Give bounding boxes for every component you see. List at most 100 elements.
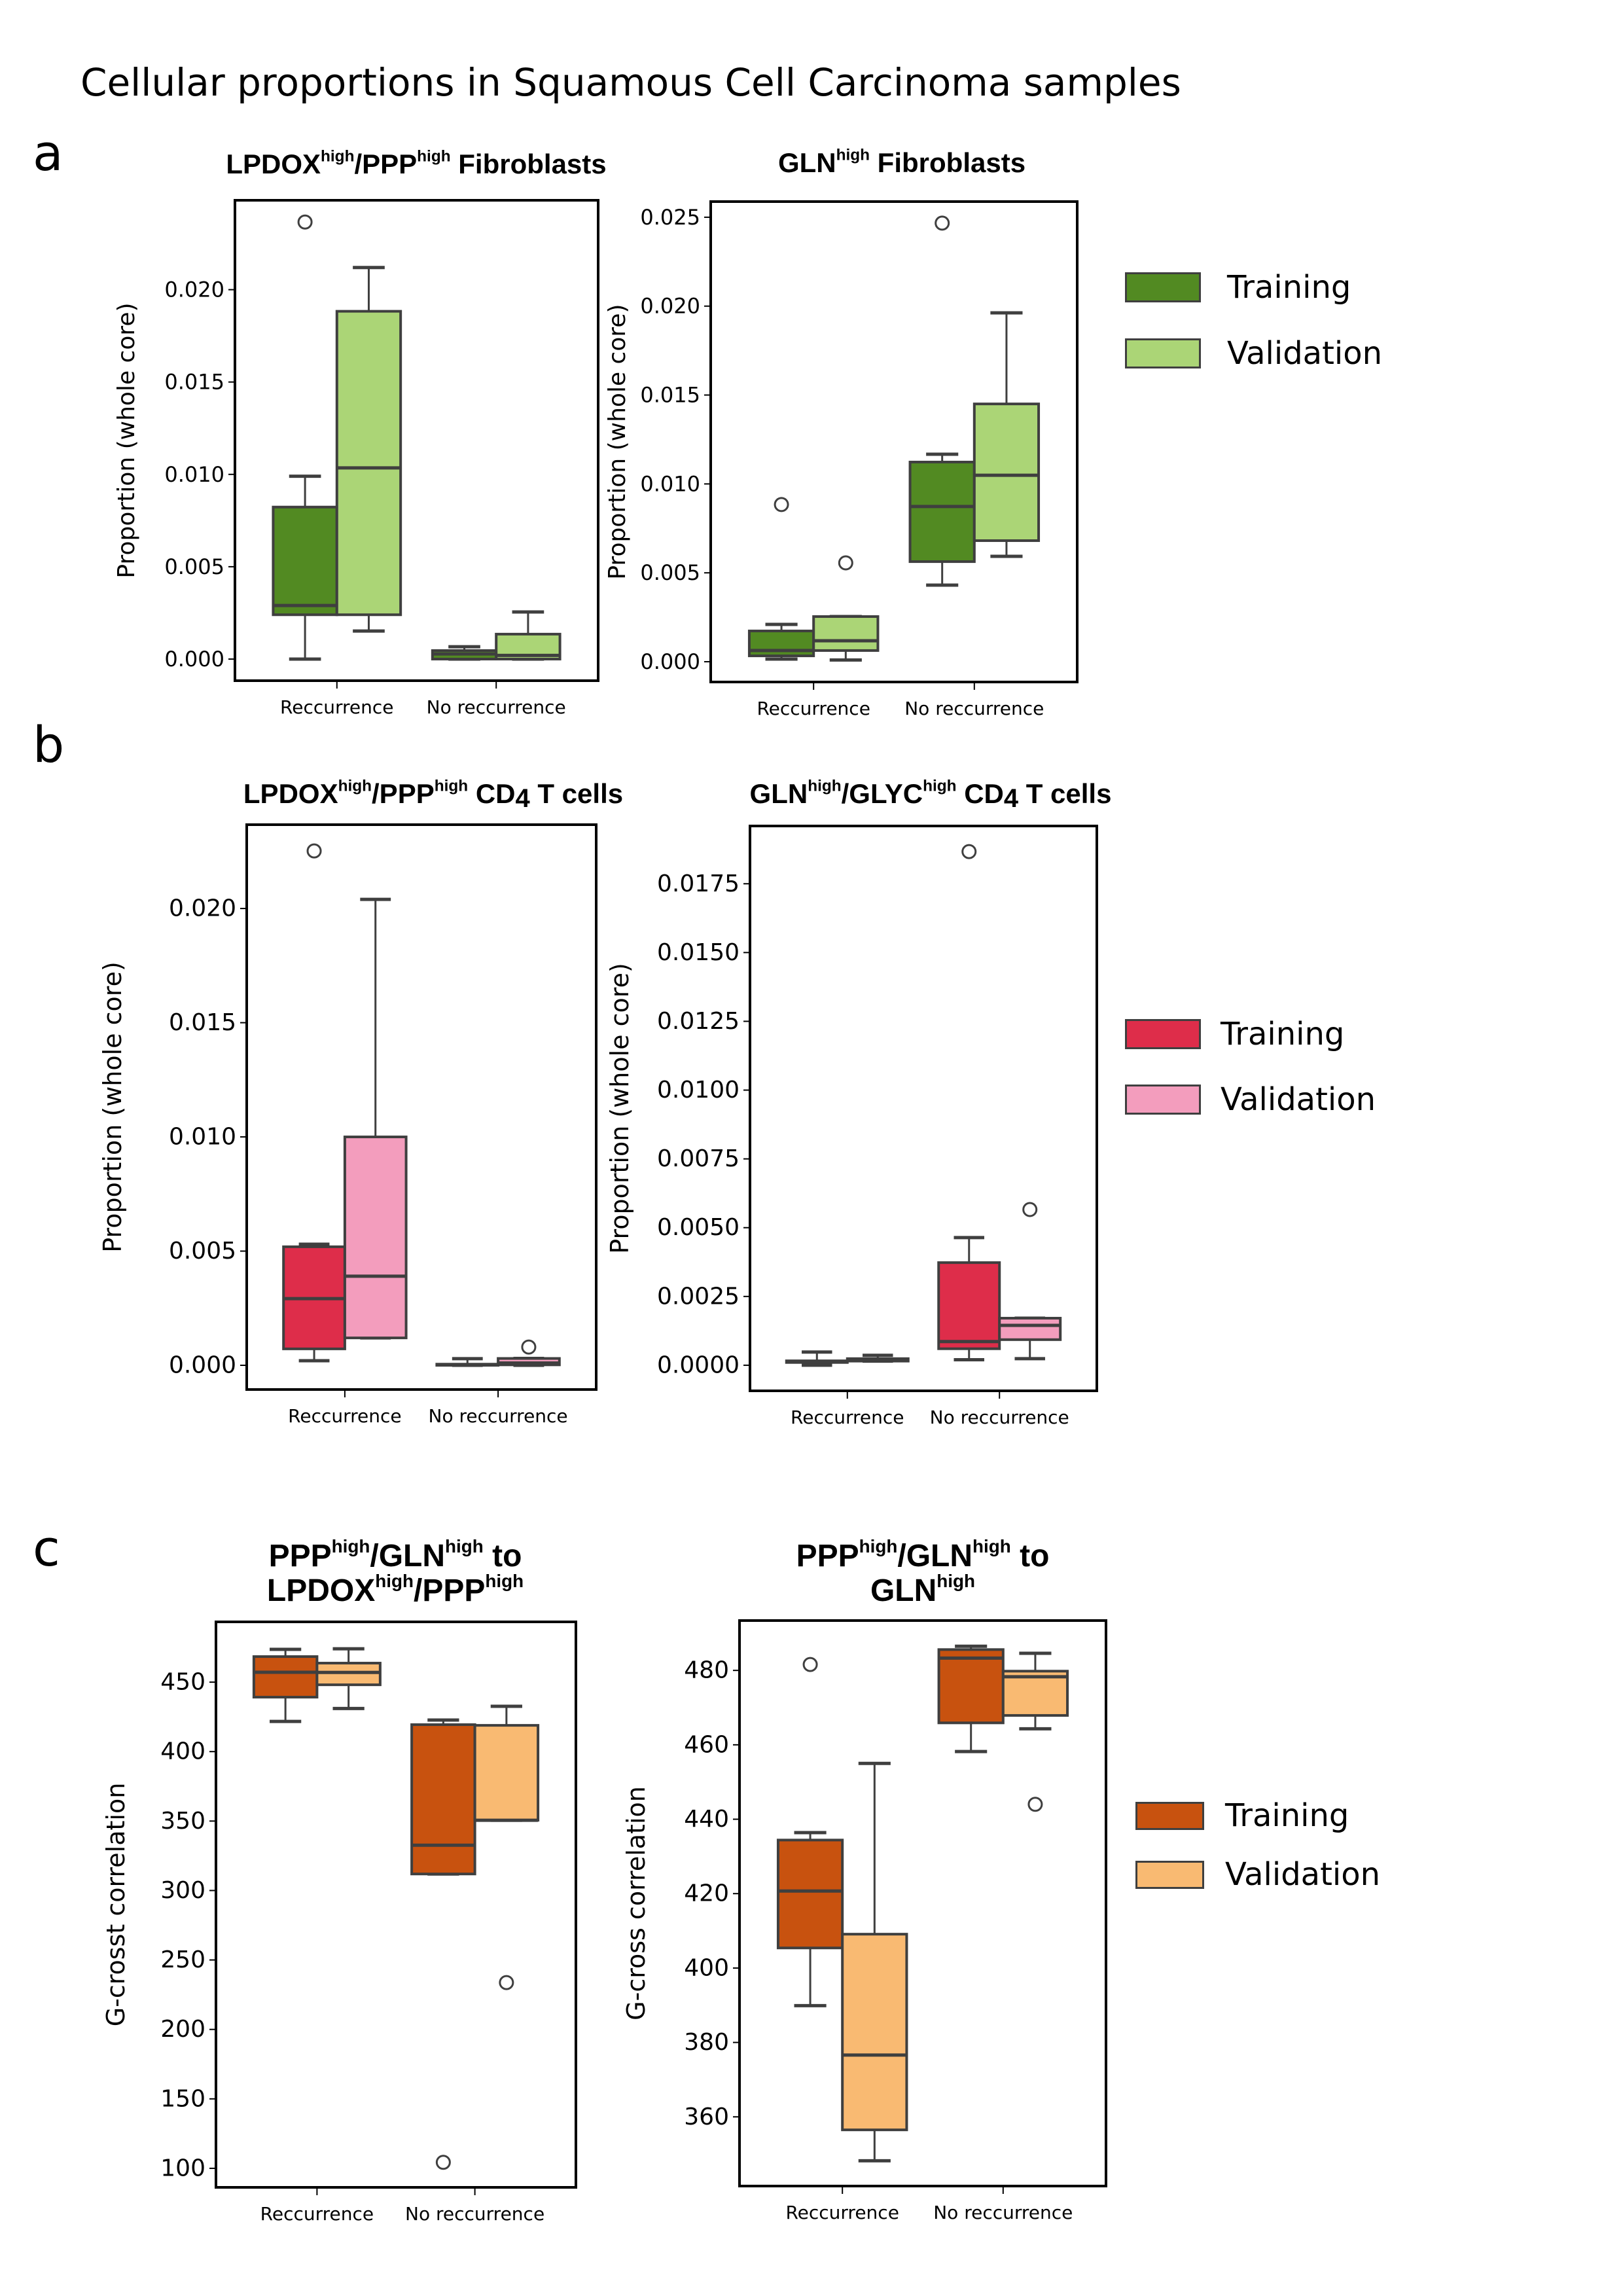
y-tick-label: 0.000	[640, 649, 700, 674]
y-tick-label: 0.0175	[657, 870, 740, 897]
y-tick-label: 0.020	[640, 294, 700, 319]
iqr-box	[776, 1839, 844, 1950]
outlier-point	[935, 215, 950, 231]
legend-a-training: Training	[1125, 269, 1351, 306]
chart-title-line: GLNhigh	[870, 1570, 976, 1608]
x-tick-label: Reccurrence	[260, 2203, 374, 2225]
y-tick-label: 150	[160, 2085, 205, 2112]
y-tick-label: 0.0100	[657, 1077, 740, 1103]
chart-title-line: PPPhigh/GLNhigh to	[796, 1536, 1050, 1573]
y-tick-label: 0.000	[169, 1352, 236, 1379]
x-tick-label: No reccurrence	[904, 698, 1044, 719]
y-tick-label: 0.005	[164, 554, 224, 579]
y-axis-label: Proportion (whole core)	[604, 304, 631, 579]
iqr-box	[410, 1723, 476, 1876]
box-training-no-reccurrence	[908, 215, 976, 587]
plot-frame	[234, 199, 599, 682]
y-axis-label: G-cross correlation	[622, 1786, 651, 2020]
outlier-point	[774, 497, 789, 512]
legend-swatch-training	[1125, 1019, 1201, 1049]
iqr-box	[998, 1317, 1062, 1341]
boxplot-chart-5: 360 380 400 420 440 460 480 G-cross correlation…	[622, 1619, 1107, 2223]
x-tick-label: Reccurrence	[791, 1407, 904, 1428]
y-tick-label: 480	[684, 1657, 729, 1684]
chart-title-c2: PPPhigh/GLNhigh to GLNhigh	[796, 1536, 1050, 1609]
y-tick-label: 450	[160, 1669, 205, 1696]
y-tick-label: 0.000	[164, 647, 224, 672]
box-validation-no-reccurrence	[497, 1339, 561, 1367]
box-training-no-reccurrence	[937, 1644, 1005, 1753]
chart-title-b1: LPDOXhigh/PPPhigh CD4 T cells	[243, 777, 624, 813]
y-tick-label: 0.020	[169, 895, 236, 922]
y-tick-label: 460	[684, 1731, 729, 1758]
legend-label-training: Training	[1225, 1797, 1349, 1834]
legend-label-training: Training	[1221, 1016, 1345, 1052]
boxplot-chart-4: 100 150 200 250 300 350 400 450 G-crosst correla…	[101, 1621, 577, 2225]
boxplot-chart-0: 0.000 0.005 0.010 0.015 0.020 Proportion (who…	[113, 199, 599, 718]
x-tick-label: Reccurrence	[288, 1405, 401, 1427]
iqr-box	[908, 460, 976, 564]
y-tick-label: 0.0075	[657, 1145, 740, 1172]
legend-c-training: Training	[1135, 1797, 1349, 1834]
y-tick-label: 400	[684, 1954, 729, 1981]
boxplot-chart-3: 0.0000 0.0025 0.0050 0.0075 0.0100 0.0125 0.01…	[605, 825, 1098, 1428]
y-tick-label: 0.0000	[657, 1352, 740, 1378]
outlier-point	[1027, 1797, 1043, 1812]
legend-b-training: Training	[1125, 1016, 1344, 1052]
y-tick-label: 0.010	[164, 462, 224, 487]
chart-title-line: PPPhigh/GLNhigh to	[268, 1536, 522, 1573]
x-tick-label: Reccurrence	[785, 2202, 899, 2223]
outlier-point	[297, 214, 313, 230]
y-axis-label: G-crosst correlation	[101, 1783, 130, 2027]
boxplot-chart-2: 0.000 0.005 0.010 0.015 0.020 Proportion (who…	[98, 823, 597, 1427]
y-tick-label: 420	[684, 1880, 729, 1907]
iqr-box	[473, 1724, 540, 1822]
y-tick-label: 0.005	[169, 1238, 236, 1265]
plot-frame	[709, 200, 1079, 683]
y-tick-label: 0.010	[640, 471, 700, 496]
chart-title-b2: GLNhigh/GLYChigh CD4 T cells	[749, 777, 1112, 813]
iqr-box	[812, 615, 880, 652]
iqr-box	[1001, 1670, 1069, 1717]
panel-label-a: a	[33, 124, 63, 182]
panel-label-c: c	[33, 1519, 60, 1577]
legend-label-validation: Validation	[1221, 1081, 1376, 1118]
outlier-point	[961, 844, 977, 859]
y-tick-label: 0.010	[169, 1124, 236, 1151]
box-training-no-reccurrence	[937, 844, 1001, 1361]
outlier-point	[521, 1339, 537, 1355]
y-tick-label: 100	[160, 2155, 205, 2181]
chart-title-c1: PPPhigh/GLNhigh to LPDOXhigh/PPPhigh	[267, 1536, 524, 1609]
iqr-box	[937, 1261, 1001, 1350]
legend-a-validation: Validation	[1125, 335, 1382, 372]
legend-swatch-training	[1135, 1801, 1204, 1830]
plot-frame	[749, 825, 1098, 1392]
box-training-reccurrence	[776, 1657, 844, 2007]
box-validation-reccurrence	[343, 897, 408, 1340]
y-tick-label: 440	[684, 1806, 729, 1833]
y-tick-label: 200	[160, 2016, 205, 2043]
y-tick-label: 0.015	[164, 370, 224, 395]
box-validation-reccurrence	[315, 1647, 382, 1710]
legend-c-validation: Validation	[1135, 1856, 1380, 1893]
legend-label-validation: Validation	[1225, 1856, 1381, 1893]
box-training-reccurrence	[272, 214, 338, 661]
plot-frame	[215, 1621, 577, 2189]
chart-title-a2: GLNhigh Fibroblasts	[777, 146, 1026, 178]
y-axis-label: Proportion (whole core)	[113, 302, 140, 578]
y-tick-label: 0.0125	[657, 1008, 740, 1035]
x-tick-label: Reccurrence	[757, 698, 870, 719]
box-validation-no-reccurrence	[998, 1202, 1062, 1361]
x-tick-label: No reccurrence	[405, 2203, 544, 2225]
y-axis-label: Proportion (whole core)	[605, 963, 634, 1254]
iqr-box	[252, 1655, 319, 1699]
box-validation-no-reccurrence	[972, 311, 1041, 558]
box-validation-reccurrence	[812, 555, 880, 662]
plot-frame	[738, 1619, 1107, 2187]
iqr-box	[972, 403, 1041, 543]
y-tick-label: 0.0025	[657, 1283, 740, 1310]
box-validation-no-reccurrence	[473, 1704, 540, 1990]
legend-swatch-validation	[1125, 1085, 1201, 1115]
outlier-point	[838, 555, 853, 571]
